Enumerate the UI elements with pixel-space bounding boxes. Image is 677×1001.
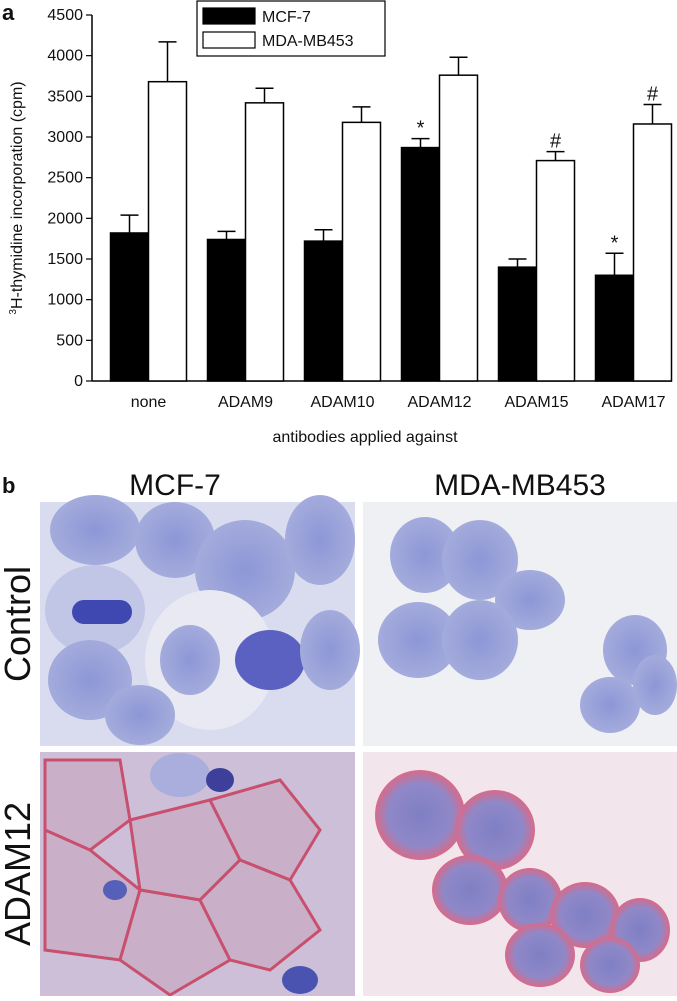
- bar: [109, 232, 150, 382]
- micrograph: [363, 502, 677, 746]
- y-tick-label: 2000: [47, 210, 83, 227]
- y-tick-label: 2500: [47, 170, 83, 187]
- micrograph: [40, 752, 355, 997]
- bar: [400, 146, 441, 382]
- x-tick-label: ADAM17: [601, 394, 665, 411]
- legend-label: MDA-MB453: [262, 33, 354, 50]
- column-title: MDA-MB453: [434, 469, 606, 502]
- micrograph: [363, 752, 677, 996]
- y-label-text: H-thymidine incorporation (cpm): [9, 81, 26, 309]
- significance-marker: *: [611, 232, 619, 254]
- bar: [438, 74, 479, 382]
- significance-marker: #: [550, 131, 562, 153]
- legend-label: MCF-7: [262, 9, 311, 26]
- y-tick-label: 3000: [47, 129, 83, 146]
- x-tick-label: ADAM12: [407, 394, 471, 411]
- bar: [594, 274, 635, 382]
- bar: [341, 121, 382, 382]
- x-tick-label: ADAM9: [218, 394, 273, 411]
- y-tick-label: 500: [56, 332, 83, 349]
- bar: [535, 159, 576, 382]
- significance-marker: #: [647, 83, 659, 105]
- row-title: ADAM12: [0, 802, 38, 946]
- bar: [244, 102, 285, 382]
- y-tick-label: 1500: [47, 251, 83, 268]
- superscript: 3: [8, 309, 19, 315]
- micrograph: [40, 495, 360, 746]
- significance-marker: *: [417, 118, 425, 140]
- panel-label: b: [2, 473, 15, 498]
- y-tick-label: 0: [74, 373, 83, 390]
- legend-swatch: [202, 7, 256, 25]
- bar: [497, 266, 538, 382]
- bar: [147, 80, 188, 382]
- x-tick-label: ADAM15: [504, 394, 568, 411]
- column-title: MCF-7: [129, 469, 221, 502]
- bar: [632, 123, 673, 382]
- x-axis-label: antibodies applied against: [272, 429, 458, 446]
- panel-label: a: [2, 0, 15, 25]
- y-tick-label: 4000: [47, 48, 83, 65]
- y-tick-label: 1000: [47, 292, 83, 309]
- y-tick-label: 3500: [47, 88, 83, 105]
- plot: 0 500 1000 1500 2000 2500 3000 3500 4000 4500 none…: [47, 0, 673, 411]
- y-axis-label: 3H-thymidine incorporation (cpm): [8, 81, 26, 314]
- row-title: Control: [0, 566, 38, 682]
- x-tick-label: ADAM10: [310, 394, 374, 411]
- bar: [303, 240, 344, 382]
- y-tick-label: 4500: [47, 7, 83, 24]
- bar: [206, 238, 247, 382]
- x-tick-label: none: [131, 394, 167, 411]
- legend-swatch: [202, 31, 256, 49]
